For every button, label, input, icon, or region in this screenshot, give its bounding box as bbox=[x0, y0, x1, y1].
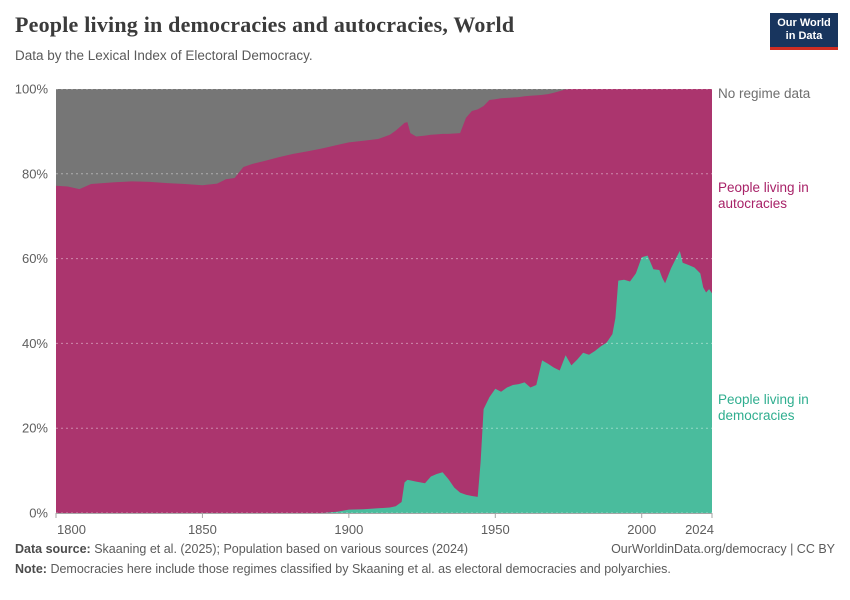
chart-subtitle: Data by the Lexical Index of Electoral D… bbox=[15, 48, 313, 63]
x-tick-label-1850: 1850 bbox=[188, 522, 217, 537]
x-tick-label-2000: 2000 bbox=[627, 522, 656, 537]
chart-footer: Data source: Skaaning et al. (2025); Pop… bbox=[15, 542, 835, 576]
data-source-text: Skaaning et al. (2025); Population based… bbox=[94, 542, 469, 556]
note-label: Note: bbox=[15, 562, 47, 576]
series-label-autocracies: People living in autocracies bbox=[718, 180, 809, 211]
x-tick-label-1900: 1900 bbox=[334, 522, 363, 537]
area-democracies[interactable] bbox=[56, 251, 712, 513]
y-tick-label-0: 0% bbox=[29, 506, 48, 521]
owid-citation-link[interactable]: OurWorldinData.org/democracy | CC BY bbox=[611, 542, 835, 556]
x-tick-label-1950: 1950 bbox=[481, 522, 510, 537]
y-tick-label-40: 40% bbox=[22, 336, 48, 351]
y-tick-label-20: 20% bbox=[22, 421, 48, 436]
owid-logo[interactable]: Our World in Data bbox=[770, 13, 838, 50]
note-line: Note: Democracies here include those reg… bbox=[15, 562, 835, 576]
x-tick-label-2024: 2024 bbox=[685, 522, 714, 537]
stacked-area-chart: 0% 20% 40% 60% 80% 100% 1800 1850 1900 1950 2000 20… bbox=[15, 82, 714, 538]
owid-logo-line2: in Data bbox=[785, 30, 823, 42]
owid-logo-line1: Our World bbox=[777, 17, 831, 29]
series-label-no-regime-data: No regime data bbox=[718, 86, 811, 101]
data-source-label: Data source: bbox=[15, 542, 91, 556]
page-title: People living in democracies and autocra… bbox=[15, 12, 515, 37]
note-text: Democracies here include those regimes c… bbox=[50, 562, 671, 576]
y-tick-label-100: 100% bbox=[15, 82, 49, 97]
data-source-line: Data source: Skaaning et al. (2025); Pop… bbox=[15, 542, 468, 556]
x-tick-label-1800: 1800 bbox=[57, 522, 86, 537]
y-tick-label-60: 60% bbox=[22, 251, 48, 266]
series-label-democracies: People living in democracies bbox=[718, 392, 809, 423]
y-tick-label-80: 80% bbox=[22, 166, 48, 181]
